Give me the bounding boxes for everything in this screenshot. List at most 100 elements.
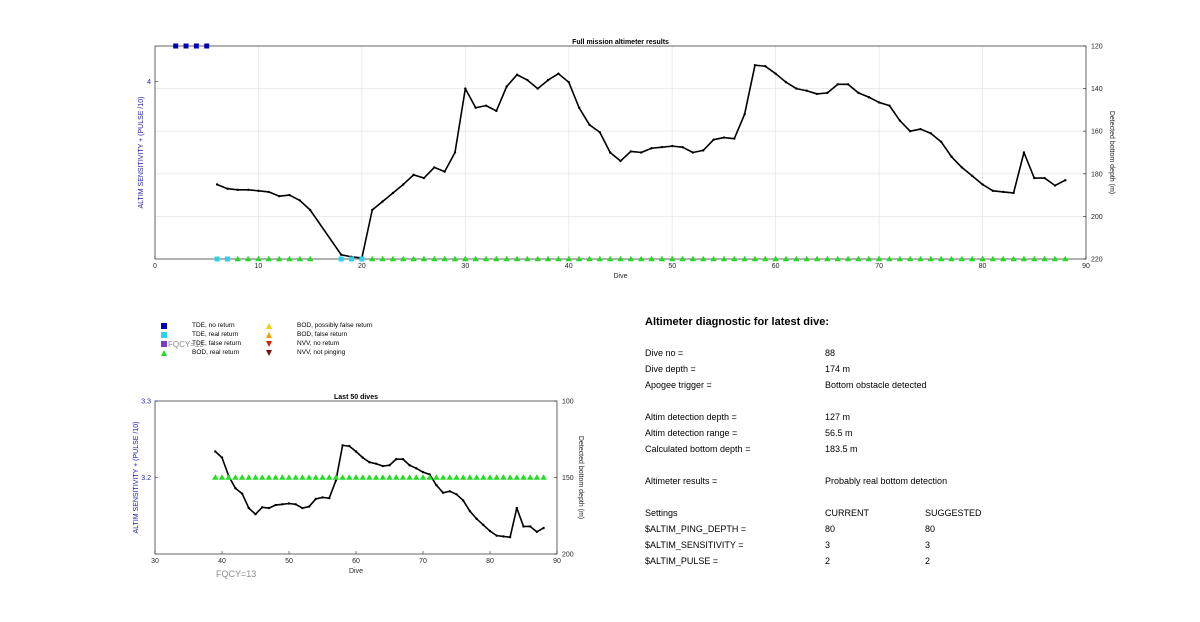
diagnostic-value: Probably real bottom detection (825, 476, 948, 486)
depth-point (991, 189, 995, 193)
setting-triangle-point (420, 255, 428, 262)
depth-point (535, 530, 539, 534)
depth-series-line (214, 444, 544, 538)
depth-point (220, 456, 224, 459)
setting-triangle-point (1000, 255, 1007, 262)
legend-label: BOD, possibly false return (297, 322, 373, 329)
depth-point (468, 509, 472, 513)
setting-triangle-point (419, 474, 427, 480)
depth-point (415, 467, 418, 470)
setting-triangle-point (824, 255, 831, 262)
y-left-axis-label: ALTIM SENSITIVITY + (PULSE /10) (133, 422, 140, 534)
setting-triangle-point (410, 255, 417, 262)
setting-triangle-point (406, 474, 413, 480)
depth-point (867, 95, 870, 99)
depth-point (236, 188, 239, 191)
setting-triangle-point (480, 474, 487, 480)
setting-triangle-point (486, 474, 494, 480)
setting-triangle-point (534, 255, 541, 262)
setting-triangle-point (369, 255, 376, 262)
setting-triangle-point (1062, 255, 1069, 262)
depth-point (391, 191, 395, 195)
settings-label: $ALTIM_SENSITIVITY = (645, 540, 744, 550)
depth-point (254, 513, 257, 516)
setting-triangle-point (232, 474, 239, 480)
x-tick-label: 50 (285, 558, 293, 565)
depth-point (321, 496, 324, 499)
x-tick-label: 50 (668, 263, 676, 270)
square-marker-icon (161, 332, 167, 338)
y-left-axis-label: ALTIM SENSITIVITY + (PULSE /10) (138, 97, 145, 209)
depth-point (981, 183, 984, 186)
depth-point (722, 136, 726, 139)
y-left-tick-label: 4 (147, 79, 151, 86)
depth-point (308, 208, 312, 212)
settings-current: 80 (825, 524, 836, 534)
setting-triangle-point (606, 255, 614, 262)
setting-triangle-point (555, 255, 562, 262)
setting-triangle-point (958, 255, 966, 262)
depth-point (681, 145, 684, 149)
depth-point (462, 499, 465, 502)
setting-triangle-point (399, 474, 407, 480)
depth-point (474, 106, 477, 109)
depth-point (214, 450, 217, 453)
settings-suggested: 80 (925, 524, 936, 534)
depth-point (381, 200, 384, 203)
setting-triangle-point (460, 474, 467, 480)
setting-triangle-point (751, 255, 759, 262)
x-tick-label: 30 (151, 558, 159, 565)
depth-point (836, 83, 839, 86)
depth-point (488, 529, 492, 533)
diagnostic-label: Dive no = (645, 348, 684, 358)
depth-point (846, 83, 850, 86)
settings-suggested: 2 (925, 556, 931, 566)
depth-point (288, 193, 291, 197)
square-marker-icon (161, 341, 167, 347)
depth-point (368, 461, 371, 464)
depth-point (826, 91, 829, 95)
setting-triangle-point (989, 255, 997, 262)
setting-triangle-point (305, 474, 313, 480)
setting-square-point (204, 43, 210, 49)
setting-triangle-point (225, 474, 232, 480)
x-tick-label: 40 (565, 263, 573, 270)
depth-point (433, 166, 436, 169)
x-tick-label: 30 (461, 263, 469, 270)
setting-triangle-point (286, 255, 293, 262)
depth-point (428, 473, 431, 476)
settings-current: 3 (825, 540, 831, 550)
setting-triangle-point (346, 474, 353, 480)
setting-triangle-point (379, 255, 386, 262)
depth-point (464, 87, 467, 90)
settings-row: $ALTIM_PING_DEPTH = 80 80 (645, 524, 1145, 536)
fqcy-annotation: FQCY=13 (216, 569, 257, 579)
setting-triangle-point (793, 255, 800, 262)
depth-point (448, 490, 451, 493)
setting-triangle-point (1051, 255, 1059, 262)
setting-triangle-point (886, 255, 893, 262)
depth-point (691, 151, 695, 154)
setting-triangle-point (586, 255, 593, 262)
setting-triangle-point (413, 474, 420, 480)
setting-triangle-point (359, 474, 366, 480)
setting-triangle-point (720, 255, 728, 262)
x-tick-label: 70 (419, 558, 427, 565)
setting-triangle-point (658, 255, 666, 262)
setting-triangle-point (813, 255, 821, 262)
legend-label: TDE, no return (192, 322, 235, 329)
depth-point (435, 483, 438, 487)
setting-triangle-point (441, 255, 448, 262)
setting-triangle-point (803, 255, 810, 262)
depth-point (388, 464, 391, 467)
depth-point (421, 470, 425, 474)
depth-point (281, 503, 284, 506)
setting-triangle-point (731, 255, 738, 262)
depth-point (908, 130, 912, 133)
depth-point (443, 170, 446, 173)
setting-triangle-point (339, 474, 346, 480)
setting-triangle-point (524, 255, 531, 262)
depth-point (919, 127, 922, 131)
diagnostic-row: Altim detection range = 56.5 m (645, 428, 1145, 440)
setting-triangle-point (326, 474, 333, 480)
